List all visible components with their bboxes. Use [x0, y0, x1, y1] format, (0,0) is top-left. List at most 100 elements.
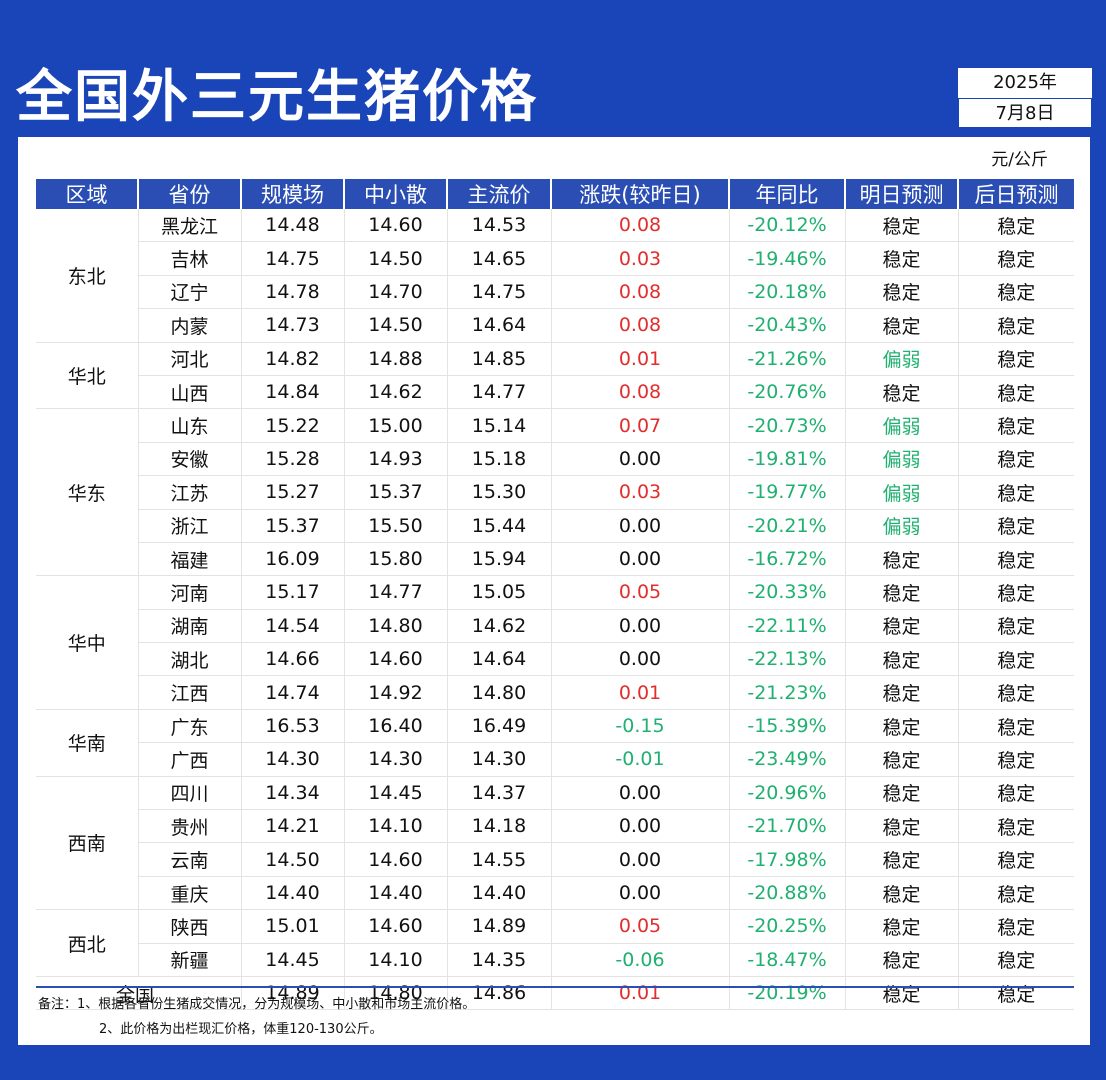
region-cell: 华南 — [36, 709, 138, 777]
tomorrow-forecast-cell: 稳定 — [844, 609, 958, 644]
yoy-cell: -20.73% — [728, 408, 845, 443]
table-row: 内蒙 14.73 14.50 14.64 0.08 -20.43% 稳定 稳定 — [36, 308, 1074, 343]
change-cell: 0.00 — [550, 642, 729, 677]
page-title: 全国外三元生猪价格 — [16, 65, 538, 130]
large-farm-cell: 15.01 — [240, 909, 344, 944]
large-farm-cell: 16.09 — [240, 542, 344, 577]
province-cell: 山西 — [137, 375, 241, 410]
province-cell: 内蒙 — [137, 308, 241, 343]
small-farm-cell: 14.60 — [343, 209, 447, 243]
header-tomorrow-forecast: 明日预测 — [845, 179, 959, 209]
main-price-cell: 14.18 — [446, 809, 551, 844]
total-row: 全国 14.89 14.80 14.86 0.01 -20.19% 稳定 稳定 — [36, 976, 1074, 1011]
tomorrow-forecast-cell: 稳定 — [844, 542, 958, 577]
after-tomorrow-forecast-cell: 稳定 — [957, 408, 1074, 443]
yoy-cell: -20.19% — [728, 976, 845, 1011]
change-cell: 0.03 — [550, 475, 729, 510]
small-farm-cell: 15.00 — [343, 408, 447, 443]
table-row: 浙江 15.37 15.50 15.44 0.00 -20.21% 偏弱 稳定 — [36, 509, 1074, 543]
province-cell: 湖北 — [137, 642, 241, 677]
header-large-farm: 规模场 — [241, 179, 345, 209]
yoy-cell: -20.88% — [728, 876, 845, 911]
large-farm-cell: 14.78 — [240, 275, 344, 310]
change-cell: 0.01 — [550, 976, 729, 1011]
tomorrow-forecast-cell: 稳定 — [844, 642, 958, 677]
unit-label: 元/公斤 — [991, 150, 1048, 170]
tomorrow-forecast-cell: 稳定 — [844, 709, 958, 744]
yoy-cell: -19.81% — [728, 442, 845, 477]
large-farm-cell: 14.34 — [240, 776, 344, 811]
small-farm-cell: 14.10 — [343, 809, 447, 844]
province-cell: 河北 — [137, 342, 241, 376]
main-price-cell: 14.75 — [446, 275, 551, 310]
yoy-cell: -21.70% — [728, 809, 845, 844]
small-farm-cell: 14.70 — [343, 275, 447, 310]
header-region: 区域 — [36, 179, 139, 209]
tomorrow-forecast-cell: 稳定 — [844, 375, 958, 410]
large-farm-cell: 14.21 — [240, 809, 344, 844]
table-row: 新疆 14.45 14.10 14.35 -0.06 -18.47% 稳定 稳定 — [36, 943, 1074, 977]
tomorrow-forecast-cell: 偏弱 — [844, 408, 958, 443]
yoy-cell: -19.46% — [728, 241, 845, 276]
yoy-cell: -20.25% — [728, 909, 845, 944]
table-row: 云南 14.50 14.60 14.55 0.00 -17.98% 稳定 稳定 — [36, 842, 1074, 877]
header-row: 区域 省份 规模场 中小散 主流价 涨跌(较昨日) 年同比 明日预测 后日预测 — [36, 179, 1074, 209]
large-farm-cell: 14.40 — [240, 876, 344, 911]
tomorrow-forecast-cell: 稳定 — [844, 275, 958, 310]
province-cell: 安徽 — [137, 442, 241, 477]
main-price-cell: 14.85 — [446, 342, 551, 376]
small-farm-cell: 14.60 — [343, 842, 447, 877]
main-price-cell: 15.05 — [446, 575, 551, 610]
large-farm-cell: 14.45 — [240, 943, 344, 977]
table-row: 华南 广东 16.53 16.40 16.49 -0.15 -15.39% 稳定 稳定 — [36, 709, 1074, 777]
large-farm-cell: 14.30 — [240, 742, 344, 777]
after-tomorrow-forecast-cell: 稳定 — [957, 209, 1074, 243]
small-farm-cell: 14.40 — [343, 876, 447, 911]
tomorrow-forecast-cell: 稳定 — [844, 909, 958, 944]
tomorrow-forecast-cell: 偏弱 — [844, 442, 958, 477]
after-tomorrow-forecast-cell: 稳定 — [957, 642, 1074, 677]
tomorrow-forecast-cell: 稳定 — [844, 241, 958, 276]
main-price-cell: 15.94 — [446, 542, 551, 577]
small-farm-cell: 14.80 — [343, 609, 447, 644]
main-price-cell: 14.55 — [446, 842, 551, 877]
main-price-cell: 14.77 — [446, 375, 551, 410]
header-small-farm: 中小散 — [344, 179, 448, 209]
tomorrow-forecast-cell: 稳定 — [844, 943, 958, 977]
change-cell: 0.01 — [550, 342, 729, 376]
large-farm-cell: 14.84 — [240, 375, 344, 410]
large-farm-cell: 15.37 — [240, 509, 344, 543]
after-tomorrow-forecast-cell: 稳定 — [957, 742, 1074, 777]
small-farm-cell: 14.10 — [343, 943, 447, 977]
table-row: 辽宁 14.78 14.70 14.75 0.08 -20.18% 稳定 稳定 — [36, 275, 1074, 310]
small-farm-cell: 14.88 — [343, 342, 447, 376]
after-tomorrow-forecast-cell: 稳定 — [957, 909, 1074, 944]
table-row: 西南 四川 14.34 14.45 14.37 0.00 -20.96% 稳定 稳定 — [36, 776, 1074, 911]
province-cell: 广西 — [137, 742, 241, 777]
price-table: 区域 省份 规模场 中小散 主流价 涨跌(较昨日) 年同比 明日预测 后日预测 … — [36, 179, 1074, 1011]
yoy-cell: -18.47% — [728, 943, 845, 977]
after-tomorrow-forecast-cell: 稳定 — [957, 809, 1074, 844]
tomorrow-forecast-cell: 稳定 — [844, 308, 958, 343]
yoy-cell: -20.96% — [728, 776, 845, 811]
yoy-cell: -21.23% — [728, 675, 845, 710]
after-tomorrow-forecast-cell: 稳定 — [957, 442, 1074, 477]
small-farm-cell: 14.62 — [343, 375, 447, 410]
main-price-cell: 15.44 — [446, 509, 551, 543]
change-cell: 0.08 — [550, 209, 729, 243]
tomorrow-forecast-cell: 偏弱 — [844, 475, 958, 510]
province-cell: 福建 — [137, 542, 241, 577]
change-cell: -0.06 — [550, 943, 729, 977]
yoy-cell: -17.98% — [728, 842, 845, 877]
province-cell: 陕西 — [137, 909, 241, 944]
change-cell: -0.01 — [550, 742, 729, 777]
large-farm-cell: 16.53 — [240, 709, 344, 744]
header-after-tomorrow-forecast: 后日预测 — [958, 179, 1074, 209]
main-price-cell: 14.30 — [446, 742, 551, 777]
main-price-cell: 15.14 — [446, 408, 551, 443]
main-price-cell: 14.53 — [446, 209, 551, 243]
change-cell: 0.00 — [550, 809, 729, 844]
small-farm-cell: 14.93 — [343, 442, 447, 477]
yoy-cell: -20.33% — [728, 575, 845, 610]
main-price-cell: 14.64 — [446, 308, 551, 343]
